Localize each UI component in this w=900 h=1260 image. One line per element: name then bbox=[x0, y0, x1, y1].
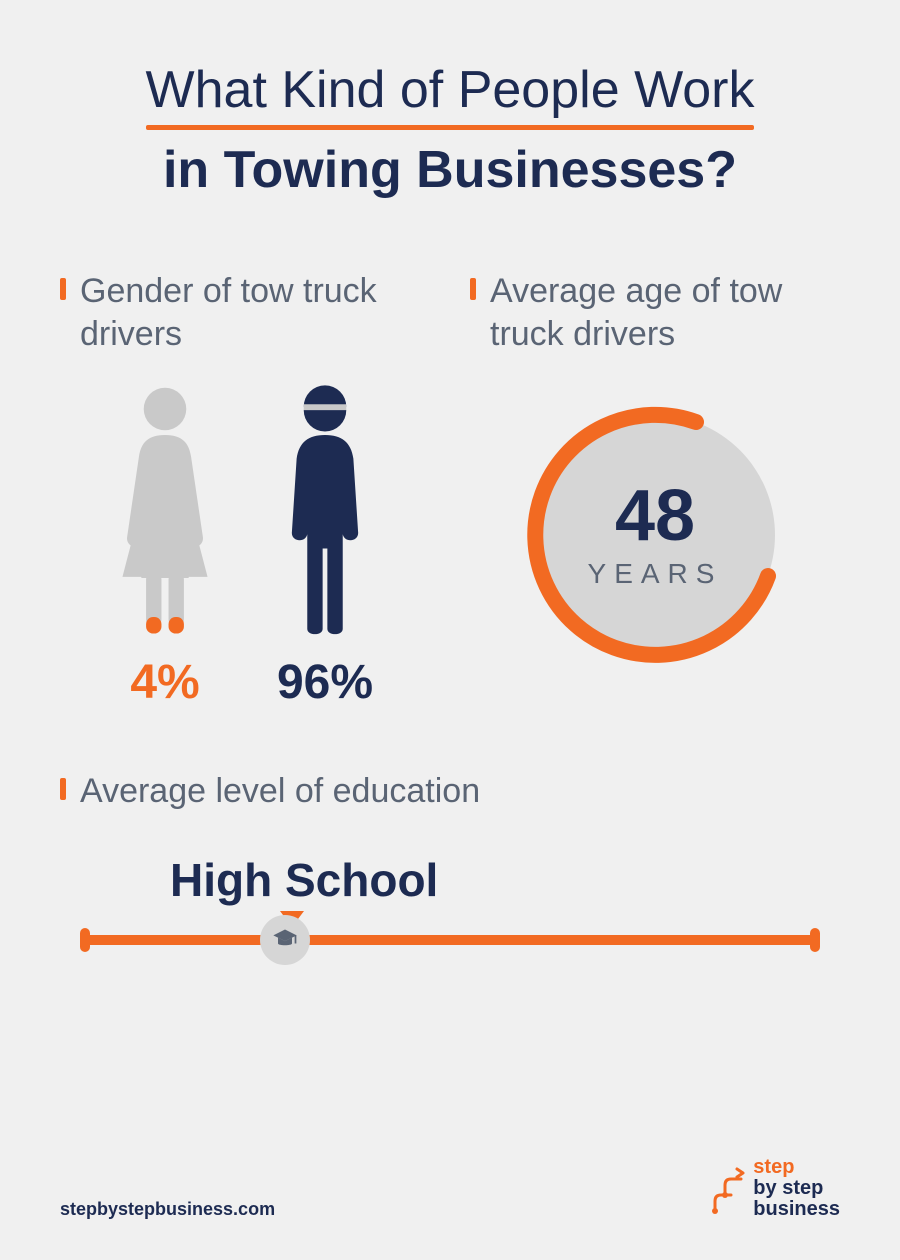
logo-text: step by step business bbox=[753, 1157, 840, 1220]
education-section: Average level of education High School bbox=[60, 770, 840, 945]
footer-url: stepbystepbusiness.com bbox=[60, 1199, 275, 1220]
title-block: What Kind of People Work in Towing Busin… bbox=[60, 60, 840, 200]
gender-section: Gender of tow truck drivers 4% bbox=[60, 270, 430, 710]
male-figure-col: 96% bbox=[265, 383, 385, 710]
education-value: High School bbox=[170, 853, 438, 907]
age-heading: Average age of tow truck drivers bbox=[490, 270, 840, 355]
gender-figures: 4% 96% bbox=[60, 383, 430, 710]
age-text: 48 YEARS bbox=[588, 480, 723, 590]
brand-logo: step by step business bbox=[711, 1157, 840, 1220]
graduation-cap-icon bbox=[271, 926, 299, 954]
bullet-tick-icon bbox=[60, 278, 66, 300]
education-value-row: High School bbox=[170, 853, 820, 927]
logo-word-business: business bbox=[753, 1198, 840, 1220]
logo-steps-icon bbox=[711, 1161, 745, 1217]
age-circle-wrap: 48 YEARS bbox=[470, 385, 840, 685]
title-line2: in Towing Businesses? bbox=[60, 140, 840, 200]
bullet-tick-icon bbox=[470, 278, 476, 300]
male-icon bbox=[265, 383, 385, 643]
age-section: Average age of tow truck drivers 48 YEAR… bbox=[470, 270, 840, 710]
gender-header: Gender of tow truck drivers bbox=[60, 270, 430, 355]
logo-word-step: step bbox=[753, 1156, 794, 1178]
age-value: 48 bbox=[588, 480, 723, 552]
title-line1: What Kind of People Work bbox=[146, 60, 755, 126]
age-header: Average age of tow truck drivers bbox=[470, 270, 840, 355]
bullet-tick-icon bbox=[60, 778, 66, 800]
logo-word-bystep: by step bbox=[753, 1177, 823, 1199]
education-slider-track bbox=[80, 935, 820, 945]
female-figure-col: 4% bbox=[105, 383, 225, 710]
education-content: High School bbox=[60, 853, 840, 945]
age-circle: 48 YEARS bbox=[505, 385, 805, 685]
education-header: Average level of education bbox=[60, 770, 840, 813]
education-slider-marker bbox=[260, 915, 310, 965]
gender-heading: Gender of tow truck drivers bbox=[80, 270, 430, 355]
footer: stepbystepbusiness.com step by step busi… bbox=[60, 1157, 840, 1220]
slider-cap-left bbox=[80, 928, 90, 952]
age-unit: YEARS bbox=[588, 558, 723, 590]
slider-cap-right bbox=[810, 928, 820, 952]
female-icon bbox=[105, 383, 225, 643]
female-percent: 4% bbox=[130, 655, 199, 710]
stats-row: Gender of tow truck drivers 4% bbox=[60, 270, 840, 710]
education-heading: Average level of education bbox=[80, 770, 480, 813]
male-percent: 96% bbox=[277, 655, 373, 710]
